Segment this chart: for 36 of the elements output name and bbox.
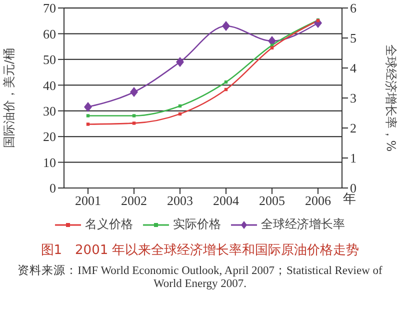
x-tick-label: 2003 [167,193,193,208]
x-tick-label: 2005 [259,193,285,208]
x-tick-label: 2006 [305,193,332,208]
y2-tick-label: 1 [350,150,356,166]
y-tick-label: 30 [43,103,56,118]
point [132,122,136,125]
legend-label: 实际价格 [173,216,221,233]
y-tick-label: 40 [43,78,56,93]
point [176,57,184,67]
legend-label: 名义价格 [85,216,133,233]
y-tick-label: 50 [43,52,56,68]
text: 资料来源：IMF World Economic Outlook, April 2007；Statistical Review of World Energy 2007. [16,264,384,290]
x-tick-label: 2001 [75,193,101,208]
point [130,87,138,97]
y2-axis-title: 全球经济增长率，% [383,44,399,152]
text: 图1 2001 年以来全球经济增长率和国际原油价格走势 [40,242,360,259]
y2-tick-label: 4 [350,60,357,76]
y-tick-label: 10 [43,154,56,170]
y-tick-label: 60 [43,26,56,42]
x-tick-label: 2004 [213,193,240,208]
point [132,114,136,118]
y2-tick-label: 6 [350,0,357,16]
x-tick-label: 2002 [121,193,147,208]
x-axis-title: 年 [343,192,356,208]
y-tick-label: 0 [50,180,56,196]
y2-tick-label: 5 [350,30,356,46]
y-tick-label: 20 [43,129,56,144]
point [222,21,230,31]
y2-tick-label: 3 [350,90,356,106]
legend-label: 全球经济增长率 [261,216,345,233]
point [86,122,90,126]
y-tick-label: 70 [43,0,56,16]
y-axis-title: 国际油价，美元/桶 [1,48,17,148]
y2-tick-label: 2 [350,120,356,136]
point [86,114,90,118]
point [84,102,92,112]
